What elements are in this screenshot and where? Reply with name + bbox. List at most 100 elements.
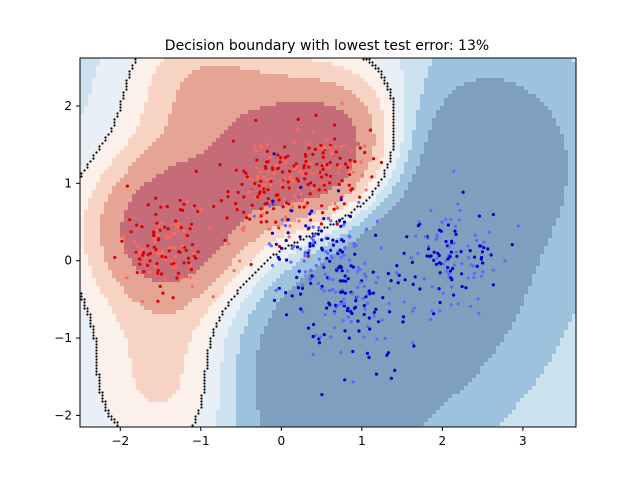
point-class-a bbox=[328, 145, 332, 149]
point-class-a bbox=[330, 153, 334, 157]
point-class-a bbox=[179, 276, 184, 280]
point-class-a bbox=[242, 195, 246, 199]
point-class-a bbox=[309, 181, 313, 185]
point-class-b bbox=[454, 232, 458, 236]
point-class-a bbox=[173, 223, 177, 227]
point-class-b bbox=[339, 198, 343, 202]
point-class-a bbox=[167, 246, 171, 250]
point-class-b bbox=[339, 255, 343, 259]
point-class-b bbox=[297, 269, 301, 273]
point-class-b bbox=[318, 335, 323, 339]
point-class-a bbox=[189, 263, 193, 267]
point-class-a bbox=[353, 159, 357, 164]
point-class-a bbox=[134, 250, 138, 254]
point-class-b bbox=[349, 264, 353, 268]
point-class-a bbox=[344, 162, 348, 166]
point-class-a bbox=[321, 145, 325, 150]
point-class-a bbox=[342, 202, 346, 206]
point-class-a bbox=[281, 205, 285, 209]
point-class-b bbox=[279, 246, 284, 250]
point-class-b bbox=[298, 235, 302, 239]
point-class-b bbox=[389, 376, 393, 380]
point-class-a bbox=[140, 248, 144, 252]
point-class-b bbox=[302, 259, 306, 263]
point-class-b bbox=[320, 248, 325, 252]
point-class-a bbox=[349, 150, 353, 154]
point-class-a bbox=[231, 139, 235, 143]
point-class-a bbox=[223, 238, 227, 242]
point-class-b bbox=[353, 252, 357, 256]
point-class-b bbox=[312, 322, 316, 327]
point-class-b bbox=[481, 261, 485, 265]
point-class-a bbox=[155, 229, 159, 233]
point-class-b bbox=[286, 231, 290, 235]
point-class-b bbox=[395, 264, 399, 268]
point-class-a bbox=[370, 175, 374, 179]
point-class-b bbox=[342, 223, 346, 227]
point-class-a bbox=[290, 205, 294, 209]
point-class-a bbox=[288, 169, 292, 173]
point-class-a bbox=[291, 179, 295, 183]
point-class-b bbox=[308, 241, 312, 246]
point-class-b bbox=[491, 283, 495, 287]
scatter-points bbox=[113, 101, 520, 397]
point-class-a bbox=[154, 196, 158, 200]
point-class-b bbox=[325, 256, 329, 260]
point-class-b bbox=[432, 258, 436, 262]
point-class-b bbox=[289, 260, 293, 264]
point-class-a bbox=[153, 239, 157, 243]
point-class-a bbox=[179, 226, 183, 230]
point-class-b bbox=[311, 334, 315, 339]
y-tick-label: −2 bbox=[54, 408, 72, 422]
point-class-a bbox=[321, 155, 325, 159]
point-class-a bbox=[303, 152, 307, 157]
point-class-a bbox=[160, 254, 164, 258]
point-class-a bbox=[138, 262, 142, 266]
point-class-b bbox=[438, 300, 442, 305]
point-class-b bbox=[326, 236, 330, 241]
point-class-a bbox=[164, 234, 168, 238]
point-class-a bbox=[297, 205, 302, 209]
point-class-b bbox=[274, 288, 278, 292]
point-class-b bbox=[371, 270, 375, 274]
point-class-b bbox=[381, 296, 385, 300]
point-class-b bbox=[416, 224, 420, 228]
point-class-a bbox=[245, 175, 249, 179]
point-class-a bbox=[272, 207, 276, 211]
point-class-a bbox=[242, 225, 246, 229]
point-class-a bbox=[236, 190, 240, 194]
x-tick-label: −1 bbox=[192, 434, 210, 448]
point-class-b bbox=[350, 292, 354, 296]
y-tick-label: 1 bbox=[64, 176, 72, 190]
point-class-a bbox=[282, 197, 287, 201]
point-class-b bbox=[270, 231, 274, 235]
point-class-b bbox=[385, 353, 389, 357]
point-class-a bbox=[301, 172, 305, 176]
point-class-b bbox=[454, 250, 458, 254]
point-class-b bbox=[374, 281, 378, 285]
x-tick-label: 3 bbox=[519, 434, 527, 448]
point-class-b bbox=[322, 217, 326, 221]
point-class-b bbox=[413, 275, 417, 279]
point-class-a bbox=[264, 177, 269, 181]
point-class-b bbox=[435, 256, 439, 260]
point-class-a bbox=[274, 220, 278, 224]
point-class-a bbox=[307, 142, 311, 146]
point-class-b bbox=[428, 317, 433, 322]
point-class-b bbox=[367, 289, 371, 293]
point-class-a bbox=[182, 229, 186, 233]
point-class-a bbox=[152, 233, 156, 238]
point-class-a bbox=[360, 173, 364, 178]
point-class-a bbox=[174, 264, 178, 269]
point-class-b bbox=[456, 202, 460, 206]
point-class-a bbox=[154, 212, 158, 216]
point-class-b bbox=[416, 251, 420, 255]
point-class-a bbox=[321, 211, 325, 215]
point-class-b bbox=[338, 218, 342, 222]
point-class-a bbox=[304, 172, 308, 176]
chart-title: Decision boundary with lowest test error… bbox=[165, 38, 489, 54]
point-class-b bbox=[299, 292, 303, 296]
point-class-b bbox=[343, 274, 347, 278]
point-class-b bbox=[374, 233, 378, 237]
point-class-b bbox=[446, 265, 450, 270]
